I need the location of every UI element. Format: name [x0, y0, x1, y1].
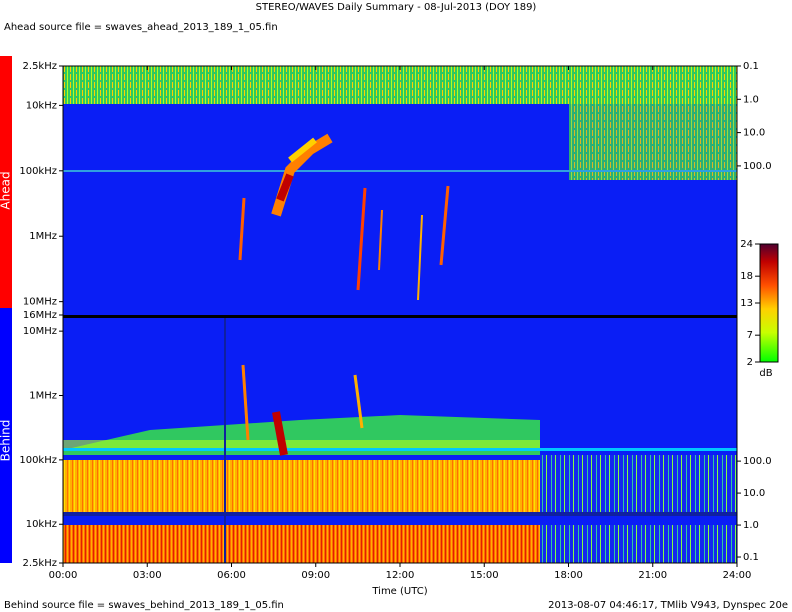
y-tick-label: 2.5kHz	[23, 558, 57, 569]
panel-divider	[63, 315, 737, 318]
y2-tick-label: 10.0	[743, 128, 765, 139]
colorbar-label: dB	[759, 368, 772, 379]
ahead-image	[63, 66, 737, 315]
title: STEREO/WAVES Daily Summary - 08-Jul-2013…	[256, 2, 537, 13]
colorbar-tick-label: 24	[740, 239, 753, 250]
x-tick-label: 06:00	[217, 570, 246, 581]
x-tick-label: 00:00	[49, 570, 78, 581]
x-tick-label: 18:00	[554, 570, 583, 581]
colorbar-tick-label: 13	[740, 298, 753, 309]
y-tick-label: 10kHz	[26, 100, 57, 111]
y2-tick-label: 100.0	[743, 161, 772, 172]
y-tick-label: 100kHz	[19, 166, 57, 177]
y-tick-label: 16MHz	[23, 310, 57, 321]
x-tick-label: 21:00	[638, 570, 667, 581]
panel-label: Ahead	[0, 171, 13, 209]
behind-source: Behind source file = swaves_behind_2013_…	[4, 600, 284, 611]
y2-tick-label: 100.0	[743, 456, 772, 467]
x-tick-label: 12:00	[386, 570, 415, 581]
y-tick-label: 1MHz	[29, 231, 57, 242]
x-axis-label: Time (UTC)	[371, 586, 427, 597]
colorbar-tick-label: 7	[747, 330, 753, 341]
y-tick-label: 100kHz	[19, 455, 57, 466]
y2-tick-label: 1.0	[743, 94, 759, 105]
behind-image	[63, 318, 737, 563]
x-tick-label: 24:00	[723, 570, 752, 581]
credit: 2013-08-07 04:46:17, TMlib V943, Dynspec…	[548, 600, 788, 611]
colorbar-tick-label: 18	[740, 271, 753, 282]
y2-tick-label: 1.0	[743, 520, 759, 531]
colorbar	[759, 243, 779, 363]
panel-label-bar	[0, 56, 12, 315]
y-tick-label: 10kHz	[26, 519, 57, 530]
x-tick-label: 09:00	[301, 570, 330, 581]
panel-label: Behind	[0, 420, 13, 462]
y2-tick-label: 0.1	[743, 552, 759, 563]
y2-tick-label: 0.1	[743, 61, 759, 72]
ahead-source: Ahead source file = swaves_ahead_2013_18…	[4, 22, 278, 33]
y-tick-label: 10MHz	[23, 297, 57, 308]
colorbar-tick-label: 2	[747, 357, 753, 368]
y-tick-label: 1MHz	[29, 391, 57, 402]
y2-tick-label: 10.0	[743, 488, 765, 499]
x-tick-label: 15:00	[470, 570, 499, 581]
y-tick-label: 10MHz	[23, 326, 57, 337]
y-tick-label: 2.5kHz	[23, 61, 57, 72]
x-tick-label: 03:00	[133, 570, 162, 581]
panel-label-bar	[0, 308, 12, 563]
